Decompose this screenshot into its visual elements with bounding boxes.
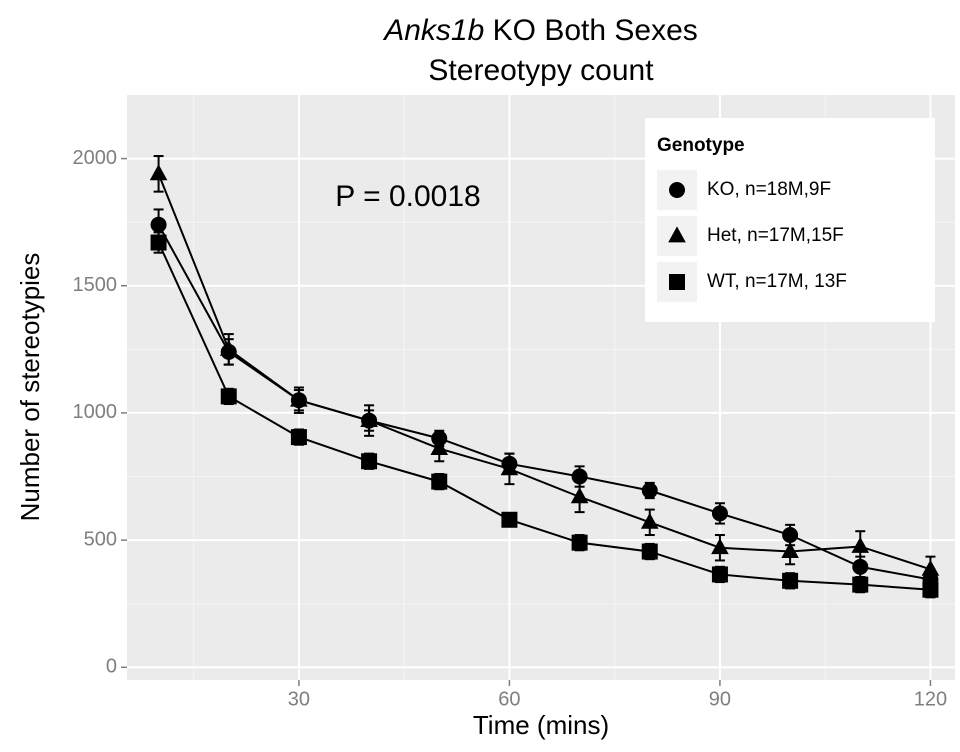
- legend-label: KO, n=18M,9F: [707, 179, 831, 200]
- data-point: [361, 453, 378, 470]
- data-point: [571, 534, 588, 551]
- y-tick-label: 500: [84, 528, 117, 550]
- title-rest: KO Both Sexes: [493, 14, 698, 47]
- legend-label: WT, n=17M, 13F: [707, 271, 847, 292]
- data-point: [570, 487, 589, 504]
- data-point: [290, 390, 308, 407]
- data-point: [150, 216, 167, 233]
- data-point: [921, 559, 940, 576]
- legend-marker: [669, 182, 685, 198]
- data-point: [641, 543, 658, 560]
- data-point: [852, 558, 869, 575]
- legend-marker: [668, 226, 686, 243]
- x-tick-label: 60: [498, 688, 520, 710]
- data-point: [640, 512, 659, 529]
- x-tick-label: 90: [709, 688, 731, 710]
- y-tick-label: 1500: [73, 274, 118, 296]
- y-tick-label: 1000: [73, 401, 118, 423]
- legend-marker: [669, 274, 685, 290]
- series-line: [157, 173, 931, 571]
- y-tick-label: 2000: [73, 147, 118, 169]
- data-point: [430, 438, 449, 455]
- data-point: [501, 511, 518, 528]
- data-point: [922, 581, 939, 598]
- chart-subtitle: Stereotypy count: [428, 54, 654, 87]
- x-tick-label: 120: [914, 688, 947, 710]
- title-italic: Anks1b: [382, 14, 484, 47]
- data-point: [290, 429, 307, 446]
- legend: Genotype KO, n=18M,9F Het, n=17M,15F WT, n=…: [645, 118, 935, 322]
- chart-title: Anks1b KO Both Sexes: [382, 14, 698, 47]
- data-point: [500, 459, 519, 476]
- data-point: [149, 164, 168, 181]
- y-tick-label: 0: [106, 656, 117, 678]
- data-point: [571, 468, 588, 485]
- data-point: [711, 538, 729, 555]
- data-point: [219, 339, 238, 356]
- data-point: [711, 566, 728, 583]
- data-point: [431, 473, 448, 490]
- annotation: P = 0.0018: [335, 180, 480, 213]
- data-point: [360, 410, 378, 427]
- data-point: [220, 388, 237, 405]
- data-point: [150, 234, 167, 251]
- data-point: [851, 536, 870, 553]
- x-tick-label: 30: [288, 688, 310, 710]
- data-point: [782, 572, 799, 589]
- data-point: [852, 576, 869, 593]
- data-point: [781, 541, 799, 558]
- legend-label: Het, n=17M,15F: [707, 225, 844, 246]
- y-axis-label: Number of stereotypies: [15, 253, 45, 522]
- data-point: [711, 505, 728, 522]
- series-line: [157, 242, 931, 591]
- x-axis-label: Time (mins): [473, 710, 609, 740]
- legend-title: Genotype: [657, 135, 745, 156]
- data-point: [641, 482, 658, 499]
